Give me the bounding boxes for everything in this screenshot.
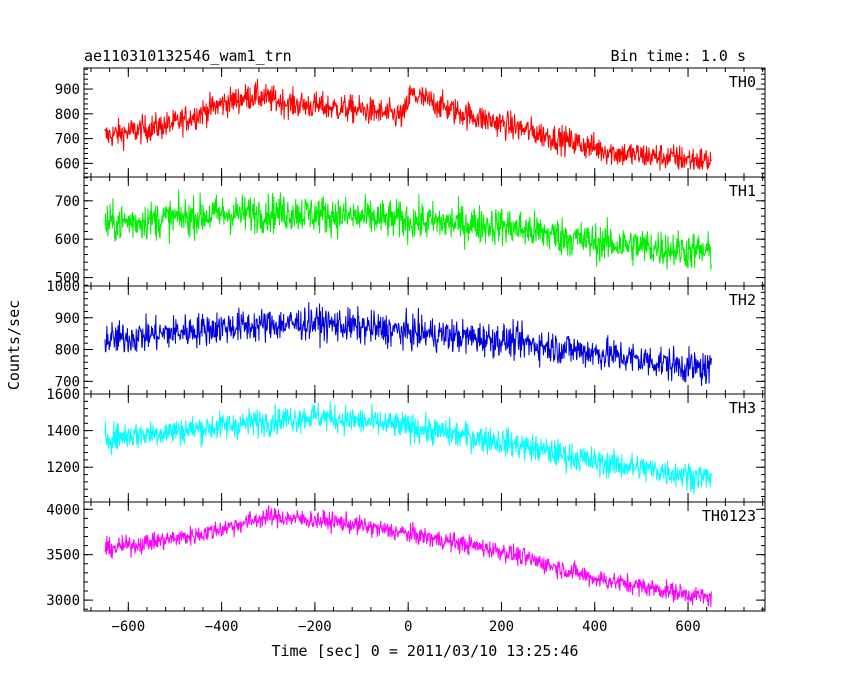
y-tick-label: 4000 [46, 502, 80, 518]
series-th1-line [104, 189, 712, 270]
y-tick-label: 3000 [46, 593, 80, 609]
y-tick-label: 1600 [46, 387, 80, 403]
y-tick-label: 1200 [46, 460, 80, 476]
panel-frame-th1 [83, 176, 766, 287]
y-tick-label: 800 [55, 107, 80, 123]
x-tick-label: 0 [404, 619, 412, 635]
panel-label-th0: TH0 [729, 73, 756, 91]
x-axis-label: Time [sec] 0 = 2011/03/10 13:25:46 [271, 642, 578, 660]
x-tick-label: 200 [489, 619, 514, 635]
y-tick-label: 1400 [46, 424, 80, 440]
series-th0-line [104, 79, 712, 171]
y-tick-label: 600 [55, 156, 80, 172]
y-tick-label: 900 [55, 82, 80, 98]
panels-group: 600 700 800 900 TH0 500 600 700 TH1 700 800 900 1000… [46, 67, 766, 635]
x-tick-label: 600 [675, 619, 700, 635]
panel-frame-th0123 [83, 501, 766, 612]
y-tick-label: 900 [55, 311, 80, 327]
y-tick-label: 500 [55, 271, 80, 287]
y-tick-label: 700 [55, 132, 80, 148]
series-th0123-line [104, 504, 712, 607]
x-tick-label: −200 [298, 619, 332, 635]
panel-frame-th3 [83, 393, 766, 503]
bin-time-label: Bin time: 1.0 s [611, 47, 746, 65]
panel-frame-th2 [83, 285, 766, 395]
x-tick-label: −400 [205, 619, 239, 635]
y-tick-label: 1000 [46, 279, 80, 295]
chart-title: ae110310132546_wam1_trn [84, 47, 292, 65]
y-tick-label: 700 [55, 194, 80, 210]
panel-label-th2: TH2 [729, 291, 756, 309]
panel-label-th1: TH1 [729, 182, 756, 200]
series-th3-line [104, 401, 712, 495]
y-axis-label: Counts/sec [5, 300, 23, 390]
y-tick-label: 600 [55, 232, 80, 248]
panel-label-th0123: TH0123 [702, 507, 756, 525]
x-tick-label: −600 [111, 619, 145, 635]
series-th2-line [104, 301, 712, 387]
y-tick-label: 3500 [46, 548, 80, 564]
y-tick-label: 700 [55, 374, 80, 390]
panel-label-th3: TH3 [729, 399, 756, 417]
x-tick-label: 400 [582, 619, 607, 635]
y-tick-label: 800 [55, 343, 80, 359]
